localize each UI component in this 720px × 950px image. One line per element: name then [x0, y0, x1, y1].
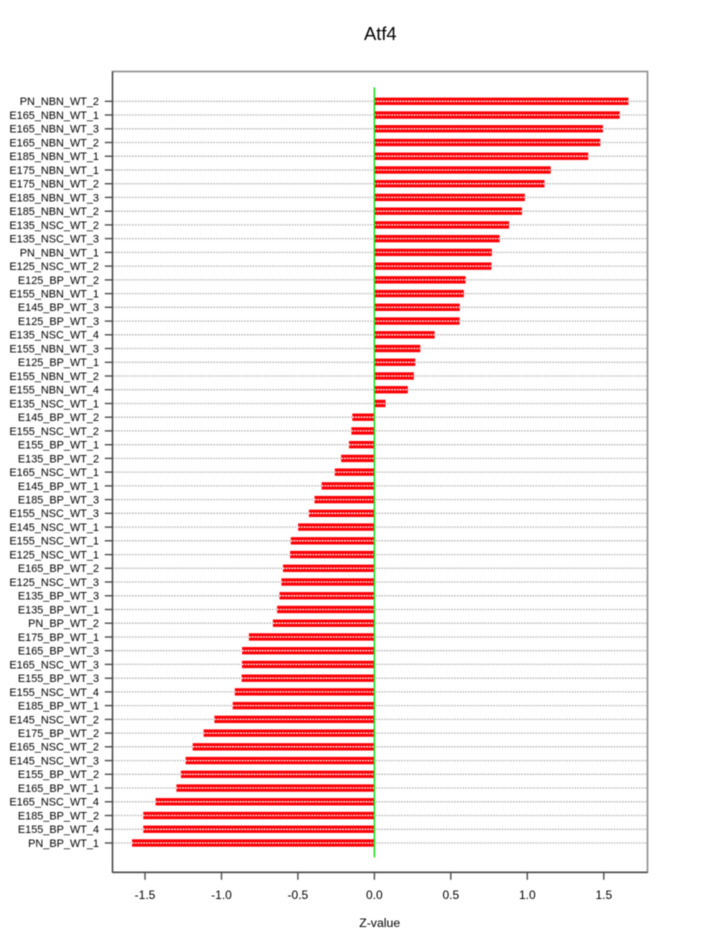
svg-text:E185_BP_WT_3: E185_BP_WT_3 [18, 495, 99, 507]
svg-text:E125_BP_WT_1: E125_BP_WT_1 [18, 357, 99, 369]
svg-text:E155_NSC_WT_4: E155_NSC_WT_4 [9, 687, 99, 699]
svg-text:E145_NSC_WT_1: E145_NSC_WT_1 [9, 522, 99, 534]
svg-text:E165_NBN_WT_1: E165_NBN_WT_1 [9, 110, 99, 122]
svg-text:E155_BP_WT_4: E155_BP_WT_4 [18, 824, 99, 836]
svg-text:E135_NSC_WT_1: E135_NSC_WT_1 [9, 398, 99, 410]
svg-text:E185_BP_WT_2: E185_BP_WT_2 [18, 810, 99, 822]
svg-text:E165_BP_WT_3: E165_BP_WT_3 [18, 646, 99, 658]
svg-text:-1.0: -1.0 [211, 888, 232, 902]
svg-text:0.5: 0.5 [442, 888, 459, 902]
svg-text:E135_NSC_WT_2: E135_NSC_WT_2 [9, 220, 99, 232]
svg-text:E155_BP_WT_3: E155_BP_WT_3 [18, 673, 99, 685]
svg-text:PN_BP_WT_2: PN_BP_WT_2 [28, 618, 99, 630]
svg-text:E155_NBN_WT_3: E155_NBN_WT_3 [9, 343, 99, 355]
svg-text:E165_BP_WT_2: E165_BP_WT_2 [18, 563, 99, 575]
svg-text:E135_BP_WT_3: E135_BP_WT_3 [18, 591, 99, 603]
svg-text:E155_BP_WT_2: E155_BP_WT_2 [18, 769, 99, 781]
svg-text:E145_BP_WT_1: E145_BP_WT_1 [18, 481, 99, 493]
svg-text:E145_NSC_WT_2: E145_NSC_WT_2 [9, 714, 99, 726]
svg-text:Atf4: Atf4 [364, 23, 397, 44]
svg-text:E185_NBN_WT_3: E185_NBN_WT_3 [9, 192, 99, 204]
svg-text:E155_NSC_WT_3: E155_NSC_WT_3 [9, 508, 99, 520]
svg-text:E125_BP_WT_3: E125_BP_WT_3 [18, 316, 99, 328]
svg-text:E125_NSC_WT_3: E125_NSC_WT_3 [9, 577, 99, 589]
svg-text:E155_BP_WT_1: E155_BP_WT_1 [18, 440, 99, 452]
svg-text:E165_BP_WT_1: E165_BP_WT_1 [18, 783, 99, 795]
svg-text:PN_NBN_WT_2: PN_NBN_WT_2 [20, 96, 99, 108]
svg-text:E155_NBN_WT_2: E155_NBN_WT_2 [9, 371, 99, 383]
svg-text:E155_NSC_WT_2: E155_NSC_WT_2 [9, 426, 99, 438]
svg-text:E145_BP_WT_2: E145_BP_WT_2 [18, 412, 99, 424]
svg-text:E165_NSC_WT_4: E165_NSC_WT_4 [9, 797, 99, 809]
svg-text:E125_NSC_WT_1: E125_NSC_WT_1 [9, 550, 99, 562]
svg-text:E165_NBN_WT_3: E165_NBN_WT_3 [9, 124, 99, 136]
svg-text:E165_NBN_WT_2: E165_NBN_WT_2 [9, 137, 99, 149]
svg-text:-1.5: -1.5 [135, 888, 156, 902]
svg-text:E185_BP_WT_1: E185_BP_WT_1 [18, 701, 99, 713]
svg-text:E175_BP_WT_1: E175_BP_WT_1 [18, 632, 99, 644]
svg-text:E185_NBN_WT_1: E185_NBN_WT_1 [9, 151, 99, 163]
svg-text:E135_BP_WT_1: E135_BP_WT_1 [18, 604, 99, 616]
svg-text:1.0: 1.0 [519, 888, 536, 902]
svg-text:E185_NBN_WT_2: E185_NBN_WT_2 [9, 206, 99, 218]
svg-text:E155_NBN_WT_1: E155_NBN_WT_1 [9, 289, 99, 301]
svg-text:E175_NBN_WT_2: E175_NBN_WT_2 [9, 179, 99, 191]
svg-text:E135_NSC_WT_4: E135_NSC_WT_4 [9, 330, 99, 342]
svg-text:E135_NSC_WT_3: E135_NSC_WT_3 [9, 234, 99, 246]
svg-text:E165_NSC_WT_2: E165_NSC_WT_2 [9, 742, 99, 754]
svg-text:E175_BP_WT_2: E175_BP_WT_2 [18, 728, 99, 740]
svg-text:E165_NSC_WT_3: E165_NSC_WT_3 [9, 659, 99, 671]
svg-text:E175_NBN_WT_1: E175_NBN_WT_1 [9, 165, 99, 177]
svg-text:E145_BP_WT_3: E145_BP_WT_3 [18, 302, 99, 314]
svg-text:E135_BP_WT_2: E135_BP_WT_2 [18, 453, 99, 465]
svg-text:1.5: 1.5 [595, 888, 612, 902]
svg-text:E125_BP_WT_2: E125_BP_WT_2 [18, 275, 99, 287]
svg-text:0.0: 0.0 [366, 888, 383, 902]
svg-text:-0.5: -0.5 [288, 888, 309, 902]
svg-text:E125_NSC_WT_2: E125_NSC_WT_2 [9, 261, 99, 273]
svg-text:Z-value: Z-value [359, 916, 400, 930]
svg-text:PN_NBN_WT_1: PN_NBN_WT_1 [20, 247, 99, 259]
svg-text:E165_NSC_WT_1: E165_NSC_WT_1 [9, 467, 99, 479]
svg-text:E155_NSC_WT_1: E155_NSC_WT_1 [9, 536, 99, 548]
svg-text:E155_NBN_WT_4: E155_NBN_WT_4 [9, 385, 99, 397]
svg-text:E145_NSC_WT_3: E145_NSC_WT_3 [9, 756, 99, 768]
svg-text:PN_BP_WT_1: PN_BP_WT_1 [28, 838, 99, 850]
